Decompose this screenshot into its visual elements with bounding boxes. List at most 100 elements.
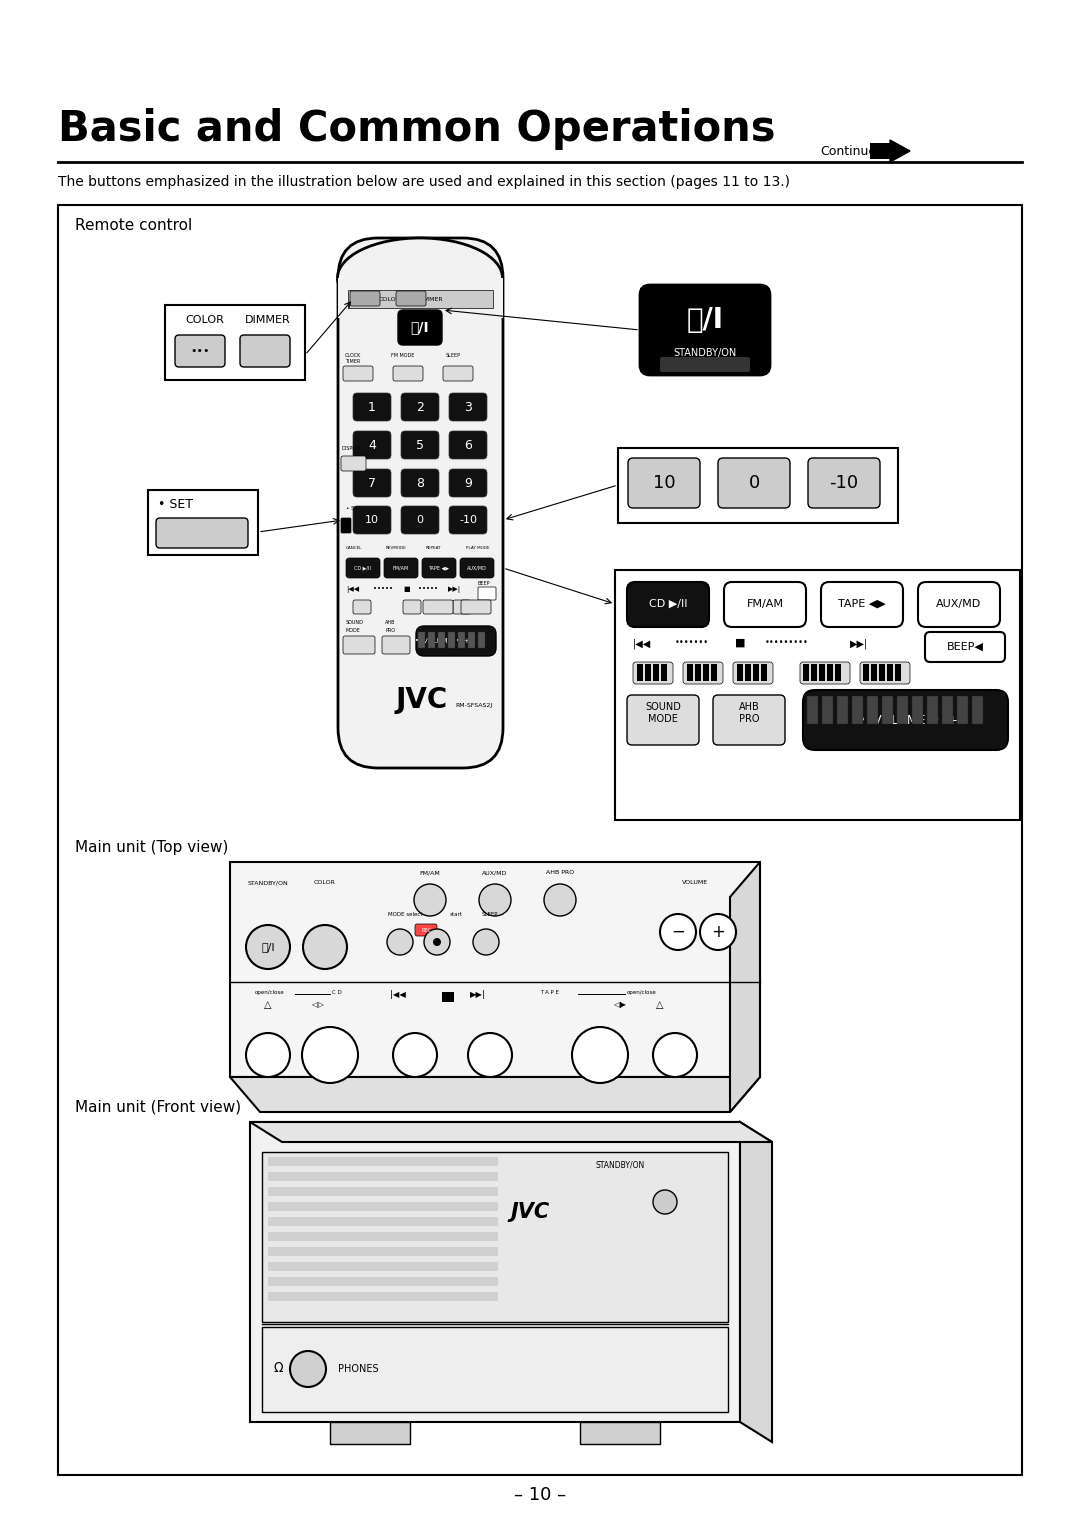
Bar <box>615 570 1020 821</box>
Text: SLEEP: SLEEP <box>482 912 498 917</box>
FancyBboxPatch shape <box>640 286 770 374</box>
Text: •••••••: ••••••• <box>675 639 710 646</box>
Bar <box>348 290 492 309</box>
Ellipse shape <box>337 238 502 318</box>
Text: The buttons emphasized in the illustration below are used and explained in this : The buttons emphasized in the illustrati… <box>58 176 789 189</box>
Bar <box>687 665 693 681</box>
Text: Continued: Continued <box>820 145 885 157</box>
Text: PRO: PRO <box>384 628 395 633</box>
Text: ▶▶|: ▶▶| <box>850 639 868 648</box>
Text: CLOCK
TIMER: CLOCK TIMER <box>345 353 361 364</box>
Text: 6: 6 <box>464 439 472 451</box>
Polygon shape <box>890 141 910 162</box>
Bar <box>879 665 885 681</box>
FancyBboxPatch shape <box>353 601 372 614</box>
Text: 1: 1 <box>368 400 376 414</box>
Circle shape <box>572 1027 627 1083</box>
FancyBboxPatch shape <box>924 633 1005 662</box>
Bar <box>761 665 767 681</box>
Text: △: △ <box>657 999 664 1010</box>
Text: CD ▶/II: CD ▶/II <box>354 565 372 570</box>
FancyBboxPatch shape <box>724 582 806 626</box>
Circle shape <box>414 885 446 915</box>
Text: ◁▷: ◁▷ <box>311 999 324 1008</box>
Text: Main unit (Top view): Main unit (Top view) <box>75 840 228 856</box>
Bar <box>165 306 305 380</box>
Text: •••••: ••••• <box>418 587 438 591</box>
Text: REPEAT: REPEAT <box>426 545 442 550</box>
Text: SLEEP: SLEEP <box>446 353 460 358</box>
FancyBboxPatch shape <box>343 636 375 654</box>
FancyBboxPatch shape <box>627 458 700 507</box>
Text: MODE select: MODE select <box>388 912 422 917</box>
Text: TAPE ◀▶: TAPE ◀▶ <box>429 565 449 570</box>
Text: – 10 –: – 10 – <box>514 1487 566 1504</box>
Bar <box>807 695 818 724</box>
Text: △: △ <box>265 999 272 1010</box>
Text: FM/AM: FM/AM <box>746 599 783 610</box>
Text: -10: -10 <box>829 474 859 492</box>
Bar <box>804 665 809 681</box>
Text: FM/AM: FM/AM <box>393 565 409 570</box>
FancyBboxPatch shape <box>443 367 473 380</box>
Bar <box>653 665 659 681</box>
Text: AHB
PRO: AHB PRO <box>739 701 759 724</box>
Text: DISPLAY: DISPLAY <box>341 446 361 451</box>
Text: 8: 8 <box>416 477 424 489</box>
Text: REVMODE: REVMODE <box>386 545 407 550</box>
Bar <box>703 665 708 681</box>
Text: ⏻/I: ⏻/I <box>410 319 430 335</box>
Bar <box>645 665 651 681</box>
FancyBboxPatch shape <box>338 238 503 769</box>
Bar <box>852 695 863 724</box>
Text: 7: 7 <box>368 477 376 489</box>
Circle shape <box>302 1027 357 1083</box>
Text: FM MODE: FM MODE <box>391 353 415 358</box>
Text: JVC: JVC <box>511 1203 550 1222</box>
FancyBboxPatch shape <box>733 662 773 685</box>
Bar <box>745 665 751 681</box>
Circle shape <box>303 924 347 969</box>
FancyBboxPatch shape <box>393 367 423 380</box>
FancyBboxPatch shape <box>416 626 496 656</box>
Bar <box>827 665 833 681</box>
FancyBboxPatch shape <box>382 636 410 654</box>
Text: ▶▶|: ▶▶| <box>448 587 461 593</box>
Text: open/close: open/close <box>627 990 657 995</box>
Text: open/close: open/close <box>255 990 285 995</box>
Bar <box>696 665 701 681</box>
Bar <box>438 633 445 648</box>
Circle shape <box>387 929 413 955</box>
Text: ◁▶: ◁▶ <box>613 999 626 1008</box>
Text: COLOR: COLOR <box>185 315 224 325</box>
Text: Remote control: Remote control <box>75 219 192 232</box>
Circle shape <box>473 929 499 955</box>
Bar <box>867 695 878 724</box>
Text: C D: C D <box>332 990 341 995</box>
FancyBboxPatch shape <box>240 335 291 367</box>
FancyBboxPatch shape <box>804 691 1008 750</box>
Text: 10: 10 <box>365 515 379 526</box>
Text: -10: -10 <box>459 515 477 526</box>
Bar <box>897 695 908 724</box>
Bar <box>927 695 939 724</box>
FancyBboxPatch shape <box>449 393 487 422</box>
Text: AUX/MD: AUX/MD <box>483 869 508 876</box>
Text: SOUND
MODE: SOUND MODE <box>645 701 680 724</box>
Text: JVC: JVC <box>395 686 447 714</box>
FancyBboxPatch shape <box>401 431 438 458</box>
Polygon shape <box>730 862 760 1112</box>
Bar <box>887 665 893 681</box>
FancyBboxPatch shape <box>384 558 418 578</box>
Text: PHONES: PHONES <box>338 1365 379 1374</box>
Text: RM-SFSAS2J: RM-SFSAS2J <box>455 703 492 707</box>
Circle shape <box>480 885 511 915</box>
FancyBboxPatch shape <box>633 662 673 685</box>
Bar <box>262 1152 728 1322</box>
Bar <box>942 695 953 724</box>
FancyBboxPatch shape <box>683 662 723 685</box>
FancyBboxPatch shape <box>461 601 491 614</box>
Circle shape <box>653 1190 677 1215</box>
Text: DIMMER: DIMMER <box>245 315 291 325</box>
Text: REC: REC <box>421 927 431 932</box>
